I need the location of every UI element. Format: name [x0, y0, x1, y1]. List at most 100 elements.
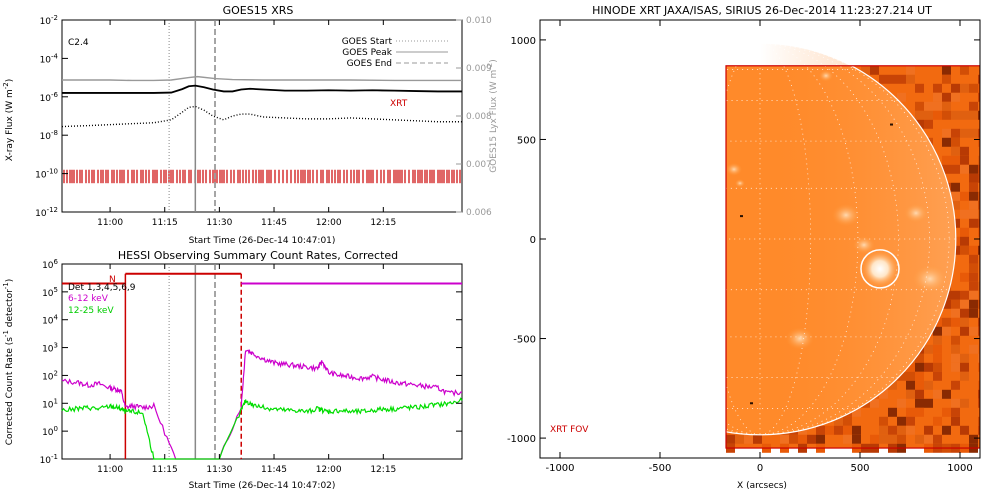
hessi-y-tick-label: 105 — [42, 286, 58, 299]
xrt-bright-region — [904, 203, 928, 223]
xrt-texture — [969, 344, 978, 354]
xrt-texture — [915, 362, 924, 372]
xrt-texture — [978, 380, 980, 390]
xrt-texture — [978, 326, 980, 336]
xrt-image — [563, 42, 980, 453]
xrt-texture — [951, 290, 960, 300]
xrt-texture — [915, 110, 924, 120]
goes-y-tick-label: 10-12 — [35, 206, 58, 219]
goes-y-tick-label: 10-4 — [40, 52, 59, 65]
hessi-detector-note: Det 1,3,4,5,6,9 — [68, 283, 136, 293]
xrt-texture — [942, 74, 951, 84]
xrt-texture — [798, 434, 807, 444]
xrt-texture — [906, 389, 915, 399]
xrt-texture — [978, 398, 980, 408]
goes-y-tick-label: 10-6 — [40, 91, 59, 104]
xrt-x-tick-label: -1000 — [545, 463, 574, 474]
goes-y-tick-label: 10-8 — [40, 129, 58, 142]
xrt-texture — [951, 407, 960, 417]
xrt-texture — [933, 362, 942, 372]
xrt-texture — [978, 137, 980, 147]
xrt-texture — [924, 380, 933, 390]
xrt-texture — [816, 434, 825, 444]
goes-xrt-label: XRT — [390, 99, 408, 109]
xrt-texture — [960, 191, 969, 201]
xrt-texture — [978, 164, 980, 174]
xrt-y-tick-label: 1000 — [511, 36, 536, 47]
xrt-texture — [942, 326, 951, 336]
xrt-texture — [924, 362, 933, 372]
goes-series-0 — [62, 84, 462, 94]
xrt-texture — [861, 65, 870, 75]
hessi-x-tick-label: 11:30 — [206, 465, 232, 475]
xrt-texture — [870, 434, 879, 444]
xrt-texture — [897, 434, 906, 444]
xrt-texture — [780, 434, 789, 444]
xrt-texture — [933, 416, 942, 426]
xrt-texture — [816, 425, 825, 435]
xrt-texture — [906, 371, 915, 381]
goes-legend: GOES Start GOES Peak GOES End — [342, 37, 448, 69]
xrt-texture — [915, 83, 924, 93]
xrt-texture — [978, 191, 980, 201]
xrt-flare-core — [862, 250, 898, 287]
xrt-texture — [969, 326, 978, 336]
xrt-texture — [951, 110, 960, 120]
xrt-texture — [897, 371, 906, 381]
goes-x-tick-label: 11:15 — [152, 218, 178, 228]
xrt-texture — [906, 362, 915, 372]
xrt-texture — [924, 119, 933, 129]
xrt-texture — [789, 434, 798, 444]
xrt-texture — [942, 101, 951, 111]
xrt-texture — [906, 407, 915, 417]
xrt-texture — [870, 65, 879, 75]
goes-y-right-tick-label: 0.008 — [466, 112, 492, 122]
xrt-texture — [960, 209, 969, 219]
xrt-dark-speck — [750, 402, 753, 405]
goes-y-tick-label: 10-10 — [35, 168, 58, 181]
hessi-x-tick-label: 11:15 — [152, 465, 178, 475]
xrt-texture — [942, 128, 951, 138]
xrt-texture — [915, 398, 924, 408]
xrt-bright-region — [912, 264, 948, 294]
goes-x-tick-label: 12:00 — [316, 218, 342, 228]
xrt-texture — [960, 371, 969, 381]
svg-text:GOES15 Lyx Flux (W m-2): GOES15 Lyx Flux (W m-2) — [486, 59, 499, 173]
xrt-x-tick-label: 1000 — [947, 463, 972, 474]
xrt-texture — [960, 128, 969, 138]
xrt-texture — [978, 227, 980, 237]
xrt-texture — [942, 155, 951, 165]
xrt-texture — [978, 362, 980, 372]
xrt-texture — [834, 425, 843, 435]
hessi-y-tick-label: 10-1 — [40, 453, 58, 466]
xrt-texture — [978, 128, 980, 138]
xrt-texture — [879, 389, 888, 399]
xrt-texture — [978, 299, 980, 309]
goes-ylabel-right: GOES15 Lyx Flux (W m-2) — [486, 59, 499, 173]
xrt-texture — [960, 245, 969, 255]
xrt-texture — [888, 425, 897, 435]
legend-6-12-kev: 6-12 keV — [68, 294, 109, 304]
goes-x-tick-label: 11:00 — [97, 218, 123, 228]
xrt-texture — [978, 200, 980, 210]
xrt-texture — [969, 245, 978, 255]
xrt-bright-region — [786, 327, 814, 350]
xrt-texture — [960, 353, 969, 363]
xrt-grid-lon — [708, 43, 761, 435]
hessi-y-tick-label: 106 — [42, 258, 58, 271]
xrt-texture — [888, 74, 897, 84]
xrt-dark-speck — [740, 215, 743, 218]
xrt-grid-lon — [759, 43, 812, 435]
xrt-texture — [942, 110, 951, 120]
xrt-xlabel: X (arcsecs) — [737, 481, 787, 491]
hessi-x-tick-label: 11:00 — [97, 465, 123, 475]
xrt-texture — [969, 218, 978, 228]
hessi-series-0 — [61, 348, 463, 460]
xrt-texture — [951, 380, 960, 390]
xrt-texture — [933, 344, 942, 354]
goes-y-tick-label: 10-2 — [40, 14, 58, 27]
xrt-bright-region — [726, 162, 742, 176]
xrt-texture — [960, 290, 969, 300]
xrt-texture — [843, 425, 852, 435]
xrt-texture — [978, 155, 980, 165]
